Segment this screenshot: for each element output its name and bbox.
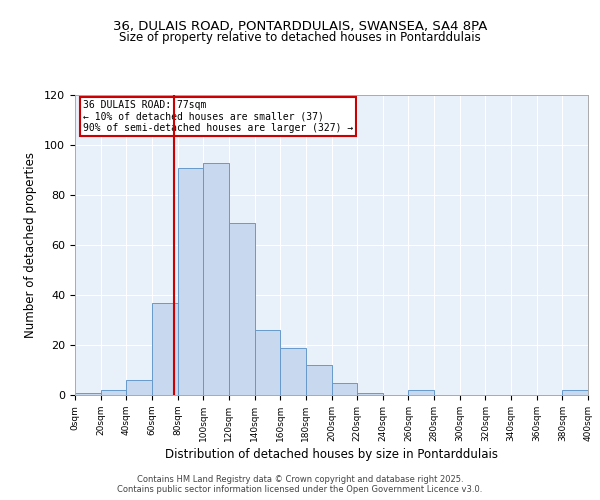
Bar [562, 390, 588, 395]
Bar [409, 390, 434, 395]
Text: Size of property relative to detached houses in Pontarddulais: Size of property relative to detached ho… [119, 32, 481, 44]
Bar [178, 168, 203, 395]
Bar [127, 380, 152, 395]
X-axis label: Distribution of detached houses by size in Pontarddulais: Distribution of detached houses by size … [165, 448, 498, 461]
Text: Contains HM Land Registry data © Crown copyright and database right 2025.: Contains HM Land Registry data © Crown c… [137, 476, 463, 484]
Bar [280, 348, 306, 395]
Bar [75, 392, 101, 395]
Bar [101, 390, 127, 395]
Text: 36 DULAIS ROAD: 77sqm
← 10% of detached houses are smaller (37)
90% of semi-deta: 36 DULAIS ROAD: 77sqm ← 10% of detached … [83, 100, 353, 132]
Bar [331, 382, 357, 395]
Text: 36, DULAIS ROAD, PONTARDDULAIS, SWANSEA, SA4 8PA: 36, DULAIS ROAD, PONTARDDULAIS, SWANSEA,… [113, 20, 487, 33]
Bar [152, 302, 178, 395]
Bar [357, 392, 383, 395]
Bar [229, 222, 254, 395]
Text: Contains public sector information licensed under the Open Government Licence v3: Contains public sector information licen… [118, 486, 482, 494]
Bar [203, 162, 229, 395]
Bar [254, 330, 280, 395]
Y-axis label: Number of detached properties: Number of detached properties [24, 152, 37, 338]
Bar [306, 365, 331, 395]
